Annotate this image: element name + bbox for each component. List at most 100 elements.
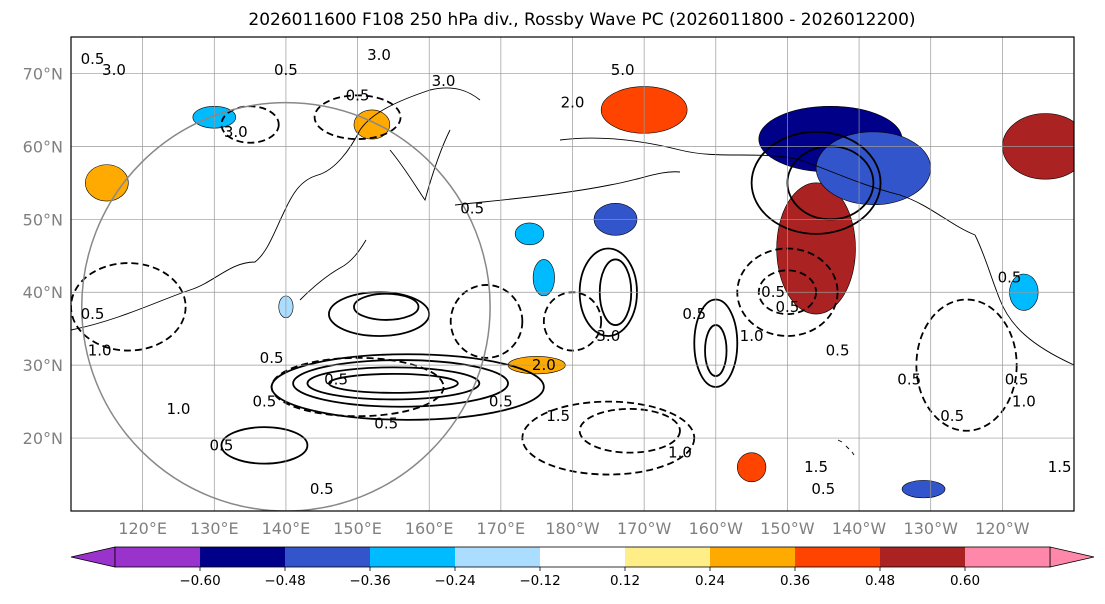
map-panel: 0.53.03.00.53.00.53.05.02.00.53.00.51.00… — [70, 36, 1075, 512]
contour-label: 1.0 — [668, 444, 692, 462]
coastline-north-america — [974, 234, 1074, 366]
colorbar-segment — [455, 547, 540, 567]
contour-label: 1.0 — [740, 327, 764, 345]
contour-label: 5.0 — [611, 61, 635, 79]
colorbar-frame — [114, 546, 1051, 568]
longitude-tick-label: 120°E — [118, 519, 167, 538]
contour-label: 0.5 — [374, 414, 398, 432]
contour-label: 2.0 — [561, 94, 585, 112]
contour-label: 0.5 — [775, 298, 799, 316]
colorbar-tick-label: 0.48 — [865, 573, 895, 589]
contour-label: 1.5 — [1048, 458, 1072, 476]
reference-circle — [81, 101, 491, 511]
colorbar-segment — [540, 547, 625, 567]
positive-contour — [306, 366, 481, 401]
contour-label-layer: 0.53.03.00.53.00.53.05.02.00.53.00.51.00… — [81, 46, 1072, 498]
longitude-tick-label: 130°W — [904, 519, 959, 538]
colorbar-tick-label: 0.12 — [610, 573, 640, 589]
figure-title: 2026011600 F108 250 hPa div., Rossby Wav… — [248, 10, 915, 30]
contour-label: 0.5 — [998, 269, 1022, 287]
colorbar-tick-label: −0.60 — [179, 573, 220, 589]
colorbar: −0.60 −0.48 −0.36 −0.24 −0.12 0.12 0.24 0.36 0.4… — [70, 546, 1095, 589]
shading-patch — [85, 164, 129, 202]
shading-patch — [532, 259, 555, 297]
coastline-hawaii — [837, 439, 855, 456]
radius-circle — [81, 101, 491, 511]
contour-label: 0.5 — [81, 50, 105, 68]
longitude-tick-label: 160°E — [405, 519, 454, 538]
positive-contour — [750, 130, 882, 235]
positive-contour — [220, 426, 309, 465]
coastline-alaska — [559, 137, 976, 236]
colorbar-tick-label: 0.24 — [695, 573, 725, 589]
contour-label: 0.5 — [260, 349, 284, 367]
contour-label: 1.0 — [1012, 393, 1036, 411]
coastline-japan — [299, 239, 367, 301]
positive-contour — [328, 373, 459, 394]
contour-label: 3.0 — [102, 61, 126, 79]
longitude-tick-label: 130°E — [190, 519, 239, 538]
colorbar-segment — [370, 547, 455, 567]
contour-label: 0.5 — [310, 480, 334, 498]
colorbar-tick-label: −0.24 — [434, 573, 475, 589]
gridlines — [71, 37, 1074, 511]
colorbar-segment — [880, 547, 965, 567]
colorbar-tick-label: −0.12 — [519, 573, 560, 589]
colorbar-tick-label: 0.60 — [950, 573, 980, 589]
contour-label: 0.5 — [346, 86, 370, 104]
contour-label: 3.0 — [224, 123, 248, 141]
latitude-tick-label: 70°N — [23, 64, 63, 83]
contour-label: 3.0 — [596, 327, 620, 345]
longitude-tick-label: 120°W — [975, 519, 1030, 538]
negative-contour — [71, 262, 187, 352]
colorbar-segment — [710, 547, 795, 567]
longitude-tick-label: 180°W — [545, 519, 600, 538]
colorbar-segment — [795, 547, 880, 567]
contour-label: 0.5 — [940, 407, 964, 425]
colorbar-segment — [285, 547, 370, 567]
colorbar-tick-label: −0.48 — [264, 573, 305, 589]
contour-label: 0.5 — [81, 305, 105, 323]
longitude-tick-label: 170°E — [477, 519, 526, 538]
positive-contour — [292, 359, 509, 408]
contour-label: 0.5 — [1005, 371, 1029, 389]
contour-label: 0.5 — [274, 61, 298, 79]
latitude-tick-label: 30°N — [23, 356, 63, 375]
contour-label: 0.5 — [811, 480, 835, 498]
coastline-kamchatka — [389, 129, 451, 202]
shading-patch — [736, 452, 767, 483]
longitude-tick-label: 150°E — [333, 519, 382, 538]
coastline-aleutians — [454, 171, 681, 206]
contour-label: 0.5 — [761, 283, 785, 301]
coastline-asia — [71, 87, 481, 331]
longitude-tick-label: 140°W — [832, 519, 887, 538]
contour-label: 3.0 — [367, 46, 391, 64]
map-frame — [70, 36, 1075, 512]
longitude-tick-label: 140°E — [262, 519, 311, 538]
colorbar-segment — [965, 547, 1050, 567]
negative-contour — [449, 284, 524, 359]
colorbar-tick-label: −0.36 — [349, 573, 390, 589]
contour-label: 0.5 — [460, 199, 484, 217]
contour-label: 0.5 — [253, 393, 277, 411]
latitude-tick-label: 40°N — [23, 283, 63, 302]
shading-patch — [514, 222, 545, 246]
latitude-tick-label: 60°N — [23, 137, 63, 156]
colorbar-segment — [115, 547, 200, 567]
colorbar-segment — [625, 547, 710, 567]
latitude-axis-labels: 70°N 60°N 50°N 40°N 30°N 20°N — [23, 64, 63, 448]
longitude-axis-labels: 120°E 130°E 140°E 150°E 160°E 170°E 180°W 170°W… — [118, 519, 1029, 538]
contour-label: 1.0 — [88, 342, 112, 360]
contour-label: 0.5 — [682, 305, 706, 323]
contour-label: 3.0 — [432, 72, 456, 90]
colorbar-over-extension — [1049, 546, 1095, 568]
contour-label: 0.5 — [489, 393, 513, 411]
contour-label: 0.5 — [897, 371, 921, 389]
colorbar-segment — [200, 547, 285, 567]
latitude-tick-label: 20°N — [23, 429, 63, 448]
contour-label: 1.0 — [167, 400, 191, 418]
colorbar-under-extension — [70, 546, 116, 568]
longitude-tick-label: 150°W — [760, 519, 815, 538]
coastline-layer — [71, 87, 1074, 456]
